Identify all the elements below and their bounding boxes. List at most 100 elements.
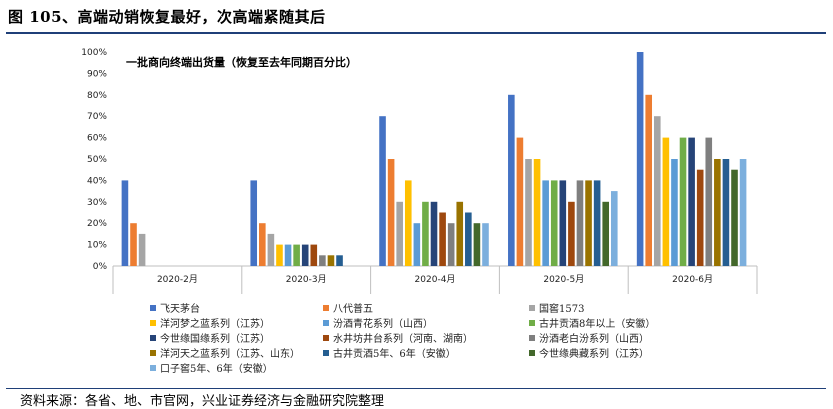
legend-label: 洋河天之蓝系列（江苏、山东） [160, 347, 300, 360]
bar [465, 212, 472, 266]
bar [259, 223, 266, 266]
bar [138, 233, 146, 266]
legend-label: 今世缘典藏系列（江苏） [539, 347, 649, 360]
bar [327, 255, 335, 266]
legend-label: 八代普五 [333, 302, 373, 315]
legend-label: 汾酒老白汾系列（山西） [539, 332, 649, 345]
legend-swatch [529, 305, 535, 311]
bar [662, 137, 670, 266]
legend-swatch [150, 305, 156, 311]
legend-label: 国窖1573 [539, 302, 584, 315]
bar [430, 201, 438, 266]
y-tick-label: 40% [87, 176, 107, 186]
bar [310, 244, 318, 266]
x-tick-label: 2020-6月 [672, 274, 713, 285]
legend-swatch [323, 335, 329, 341]
legend-label: 洋河梦之蓝系列（江苏） [160, 317, 270, 330]
bar [456, 201, 464, 266]
bar [653, 116, 661, 266]
bottom-rule [6, 388, 826, 389]
legend-label: 今世缘国缘系列（江苏） [160, 332, 270, 345]
y-tick-label: 20% [87, 219, 107, 229]
legend-swatch [150, 365, 156, 371]
bar [679, 137, 687, 266]
bar [404, 180, 412, 266]
x-tick-label: 2020-4月 [415, 274, 456, 285]
figure-title: 图 105、高端动销恢复最好，次高端紧随其后 [8, 8, 326, 26]
bar [276, 244, 283, 266]
chart-bars [121, 52, 747, 266]
bar [688, 137, 695, 266]
bar [739, 159, 747, 266]
legend-swatch [529, 320, 535, 326]
bar [284, 244, 292, 266]
bar [447, 223, 455, 266]
x-tick-label: 2020-5月 [543, 274, 584, 285]
bar [413, 223, 421, 266]
source-note: 资料来源：各省、地、市官网，兴业证券经济与金融研究院整理 [20, 394, 385, 409]
bar [293, 244, 300, 266]
legend-swatch [323, 350, 329, 356]
bar [473, 223, 481, 266]
bar [516, 137, 524, 266]
legend-swatch [323, 305, 329, 311]
bar [636, 52, 644, 266]
bar-chart: 0% 10% 20% 30% 40% 50% 60% 70% 80% 90% 100% 2020-2月… [81, 48, 758, 375]
bar [508, 94, 515, 266]
chart-title: 一批商向终端出货量（恢复至去年同期百分比） [126, 55, 357, 69]
bar [602, 201, 610, 266]
bar [696, 169, 704, 266]
legend-swatch [150, 335, 156, 341]
bar [336, 255, 343, 266]
bar [576, 180, 584, 266]
bar [379, 116, 386, 266]
top-rule [6, 32, 826, 34]
bar [705, 137, 713, 266]
bar [319, 255, 326, 266]
legend-swatch [150, 320, 156, 326]
bar [130, 223, 137, 266]
y-tick-label: 60% [87, 134, 107, 144]
bar [550, 180, 558, 266]
legend-swatch [529, 335, 535, 341]
y-tick-label: 100% [81, 48, 107, 58]
bar [722, 159, 730, 266]
bar [542, 180, 549, 266]
bar [568, 201, 575, 266]
bar [396, 201, 403, 266]
legend-label: 汾酒青花系列（山西） [333, 317, 433, 330]
bar [585, 180, 592, 266]
legend-label: 口子窖5年、6年（安徽） [160, 362, 273, 375]
bar [645, 94, 653, 266]
y-tick-label: 10% [87, 241, 107, 251]
bar [559, 180, 567, 266]
bar [267, 233, 275, 266]
bar [671, 159, 678, 266]
bar [593, 180, 601, 266]
y-tick-label: 80% [87, 91, 107, 101]
legend-swatch [323, 320, 329, 326]
bar [301, 244, 309, 266]
legend-swatch [150, 350, 156, 356]
y-tick-label: 70% [87, 112, 107, 122]
y-tick-label: 0% [93, 262, 108, 272]
legend-label: 水井坊井台系列（河南、湖南） [333, 332, 473, 345]
bar [533, 159, 541, 266]
x-tick-label: 2020-2月 [157, 274, 198, 285]
bar [387, 159, 395, 266]
bar [439, 212, 446, 266]
y-tick-label: 90% [87, 69, 107, 79]
legend-label: 飞天茅台 [160, 302, 200, 315]
x-tick-label: 2020-3月 [286, 274, 327, 285]
bar [422, 201, 429, 266]
legend-label: 古井贡酒8年以上（安徽） [539, 317, 655, 330]
legend-label: 古井贡酒5年、6年（安徽） [333, 347, 456, 360]
bar [610, 191, 618, 266]
bar [250, 180, 258, 266]
legend-swatch [529, 350, 535, 356]
bar [121, 180, 129, 266]
bar [525, 159, 532, 266]
y-tick-label: 30% [87, 198, 107, 208]
bar [482, 223, 489, 266]
bar [731, 169, 738, 266]
